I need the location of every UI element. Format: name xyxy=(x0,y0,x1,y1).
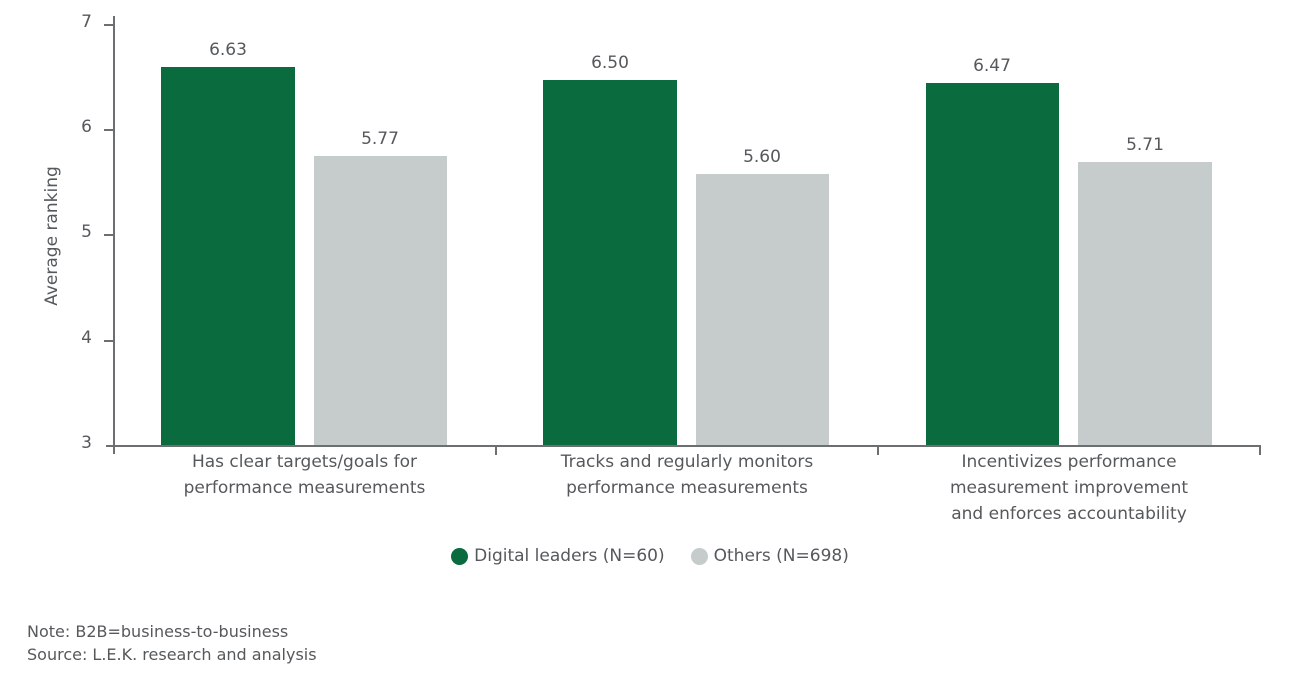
bar-others xyxy=(314,156,447,445)
bar-digital-leaders xyxy=(543,80,677,445)
bar-others xyxy=(1078,162,1212,445)
legend-item-digital-leaders: Digital leaders (N=60) xyxy=(451,546,665,566)
x-tick xyxy=(495,445,497,455)
x-tick xyxy=(1259,445,1261,455)
y-axis-label: Average ranking xyxy=(42,166,62,306)
legend-swatch-icon xyxy=(451,547,469,565)
bar-value-label: 6.47 xyxy=(973,56,1011,76)
y-tick xyxy=(104,24,114,26)
category-label-line: Tracks and regularly monitors xyxy=(560,452,814,472)
bar-digital-leaders xyxy=(926,83,1059,445)
bar-value-label: 5.60 xyxy=(743,147,781,167)
bar-digital-leaders xyxy=(161,67,295,445)
legend-item-others: Others (N=698) xyxy=(690,546,849,566)
bar-value-label: 6.50 xyxy=(591,53,629,73)
note-text: Note: B2B=business-to-business xyxy=(27,622,289,641)
y-tick xyxy=(104,129,114,131)
y-tick xyxy=(104,234,114,236)
y-tick-label: 7 xyxy=(81,12,92,32)
legend-swatch-icon xyxy=(690,547,708,565)
x-axis xyxy=(106,445,1261,447)
y-tick-label: 5 xyxy=(81,222,92,242)
y-tick-label: 6 xyxy=(81,117,92,137)
y-tick-label: 4 xyxy=(81,328,92,348)
category-label-line: Incentivizes performance xyxy=(961,452,1177,472)
source-text: Source: L.E.K. research and analysis xyxy=(27,645,317,664)
y-tick-label: 3 xyxy=(81,433,92,453)
category-label: Tracks and regularly monitors performanc… xyxy=(496,449,878,501)
legend: Digital leaders (N=60) Others (N=698) xyxy=(0,546,1300,566)
category-label-line: Has clear targets/goals for xyxy=(191,452,418,472)
x-tick xyxy=(877,445,879,455)
legend-label: Digital leaders (N=60) xyxy=(474,546,665,566)
category-label-line: and enforces accountability xyxy=(951,504,1187,524)
bar-others xyxy=(696,174,829,445)
y-tick xyxy=(104,340,114,342)
category-label-line: measurement improvement xyxy=(949,478,1189,498)
category-label-line: performance measurements xyxy=(566,478,808,498)
category-label: Incentivizes performance measurement imp… xyxy=(878,449,1260,527)
legend-label: Others (N=698) xyxy=(713,546,849,566)
bar-value-label: 5.77 xyxy=(361,129,399,149)
category-label-line: performance measurements xyxy=(183,478,426,498)
category-label: Has clear targets/goals for performance … xyxy=(113,449,496,501)
bar-value-label: 6.63 xyxy=(209,40,247,60)
bar-value-label: 5.71 xyxy=(1126,135,1164,155)
